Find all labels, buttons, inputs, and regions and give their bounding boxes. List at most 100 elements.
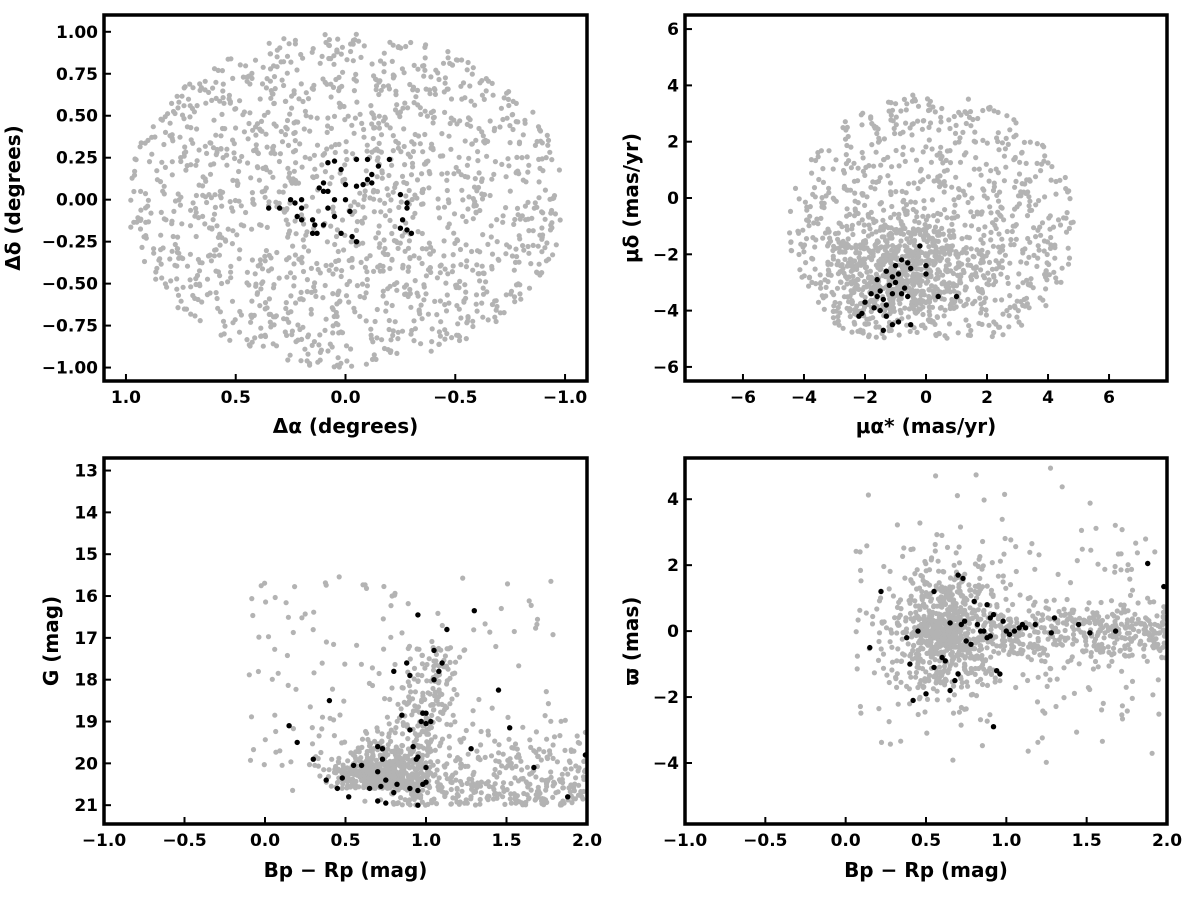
cmd-background-point <box>474 748 480 754</box>
sky-background-point <box>342 162 348 168</box>
sky-background-point <box>524 154 530 160</box>
sky-background-point <box>472 176 478 182</box>
cmd-background-point <box>499 763 505 769</box>
cmd-members-point <box>420 710 426 716</box>
sky-background-point <box>511 221 517 227</box>
sky-background-point <box>220 318 227 324</box>
sky-background-point <box>314 260 320 267</box>
sky-background-point <box>344 156 350 163</box>
cmd-background-point <box>405 700 412 706</box>
pm-background-point <box>869 286 875 293</box>
pm-background-point <box>905 181 912 187</box>
sky-background-point <box>467 83 473 89</box>
pm-background-point <box>880 252 887 258</box>
sky-background-point <box>393 180 399 186</box>
pm-background-point <box>941 189 947 195</box>
cmd-members-point <box>407 785 413 792</box>
sky-background-point <box>322 327 328 333</box>
sky-background-point <box>206 192 212 198</box>
sky-background-point <box>487 192 493 199</box>
sky-background-point <box>317 60 323 66</box>
pm-background-point <box>975 115 981 122</box>
pm-background-point <box>834 262 840 268</box>
pm-background-point <box>874 281 880 287</box>
sky-background-point <box>338 51 344 57</box>
pm-background-point <box>1033 202 1039 208</box>
sky-background-point <box>444 187 450 194</box>
sky-background-point <box>339 217 346 223</box>
pm-x-tick-label: −4 <box>791 388 817 408</box>
sky-background-point <box>289 328 295 334</box>
sky-background-point <box>286 170 293 176</box>
sky-background-point <box>473 292 480 298</box>
pm-background-point <box>934 314 941 320</box>
sky-background-point <box>138 140 144 146</box>
cmd-background-point <box>431 663 437 669</box>
sky-background-point <box>190 85 196 91</box>
cmd-background-point <box>363 728 369 735</box>
sky-background-point <box>158 247 164 253</box>
plx-background-point <box>1088 653 1094 659</box>
sky-background-point <box>448 96 455 102</box>
plx-background-point <box>1039 735 1045 741</box>
plx-background-point <box>857 549 863 555</box>
pm-background-point <box>849 329 855 335</box>
pm-background-point <box>851 160 857 166</box>
cmd-background-point <box>317 773 323 779</box>
pm-background-point <box>836 220 842 226</box>
sky-background-point <box>483 88 489 94</box>
pm-background-point <box>985 270 991 276</box>
sky-background-point <box>492 314 498 320</box>
pm-background-point <box>931 213 937 219</box>
sky-background-point <box>184 263 191 269</box>
sky-background-point <box>437 270 443 276</box>
pm-background-point <box>1027 198 1033 204</box>
plx-background-point <box>1003 596 1009 602</box>
sky-background-point <box>367 195 373 201</box>
sky-background-point <box>477 80 483 86</box>
pm-background-point <box>796 196 802 202</box>
pm-background-point <box>840 325 846 331</box>
sky-x-tick-label: −1.0 <box>543 388 588 408</box>
pm-background-point <box>896 211 902 217</box>
pm-background-point <box>1049 164 1055 170</box>
sky-background-point <box>463 218 469 225</box>
cmd-background-point <box>418 765 424 771</box>
cmd-members-point <box>294 739 300 746</box>
sky-background-point <box>451 171 457 177</box>
pm-background-point <box>893 230 900 236</box>
sky-members-point <box>298 197 305 203</box>
sky-background-point <box>138 188 144 194</box>
cmd-background-point <box>448 786 454 793</box>
sky-background-point <box>192 313 198 319</box>
sky-y-tick-label: 0.25 <box>56 149 98 169</box>
sky-background-point <box>286 231 292 237</box>
sky-background-point <box>293 339 299 345</box>
sky-background-point <box>298 358 304 364</box>
pm-background-point <box>832 231 839 237</box>
pm-background-point <box>918 292 924 298</box>
pm-background-point <box>939 225 945 231</box>
sky-background-point <box>336 141 342 147</box>
sky-background-point <box>328 94 334 100</box>
plx-background-point <box>922 676 928 682</box>
plx-background-point <box>883 625 890 631</box>
sky-background-point <box>397 109 403 115</box>
cmd-background-point <box>559 771 565 777</box>
pm-background-point <box>1047 213 1053 219</box>
pm-background-point <box>1030 285 1036 291</box>
pm-background-point <box>1019 181 1025 187</box>
cmd-background-point <box>512 796 518 803</box>
sky-background-point <box>149 151 155 157</box>
sky-background-point <box>341 247 347 253</box>
pm-background-point <box>888 327 894 333</box>
sky-background-point <box>384 122 390 128</box>
sky-background-point <box>402 100 408 106</box>
sky-members-point <box>342 197 349 203</box>
pm-background-point <box>952 130 959 136</box>
cmd-background-point <box>464 800 470 806</box>
sky-background-point <box>263 131 269 137</box>
sky-background-point <box>350 151 356 157</box>
sky-background-point <box>259 81 266 87</box>
cmd-background-point <box>469 776 475 783</box>
